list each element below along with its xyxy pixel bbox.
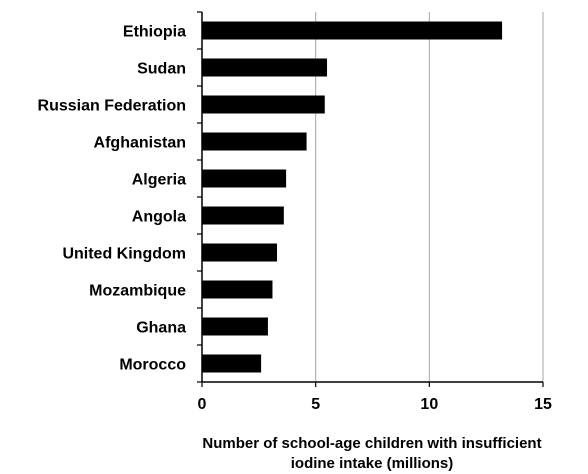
category-label-ethiopia: Ethiopia	[123, 24, 186, 41]
bar-russian-federation	[202, 95, 325, 114]
bar-mozambique	[202, 280, 273, 299]
axes	[197, 11, 544, 387]
category-labels: Ethiopia Sudan Russian Federation Afghanist…	[38, 24, 187, 374]
bar-angola	[202, 206, 284, 225]
category-label-morocco: Morocco	[119, 357, 186, 374]
bar-algeria	[202, 169, 287, 188]
x-axis-title-line-1: Number of school-age children with insuf…	[202, 435, 541, 452]
gridlines	[315, 12, 544, 382]
tick-labels: 0 5 10 15	[198, 396, 552, 413]
category-label-angola: Angola	[132, 209, 186, 226]
category-label-united-kingdom: United Kingdom	[62, 246, 186, 263]
x-tick-label-5: 5	[311, 396, 320, 413]
category-label-russian-federation: Russian Federation	[38, 98, 186, 115]
x-tick-label-0: 0	[198, 396, 207, 413]
bar-sudan	[202, 58, 328, 77]
category-label-afghanistan: Afghanistan	[94, 135, 186, 152]
bar-ghana	[202, 317, 268, 336]
category-label-algeria: Algeria	[132, 172, 186, 189]
bar-afghanistan	[202, 132, 307, 151]
x-axis-title-line-2: iodine intake (millions)	[291, 455, 454, 472]
bars	[202, 21, 503, 373]
category-label-sudan: Sudan	[137, 61, 186, 78]
category-label-mozambique: Mozambique	[89, 283, 186, 300]
bar-ethiopia	[202, 21, 503, 40]
x-tick-label-15: 15	[534, 396, 552, 413]
bar-morocco	[202, 354, 262, 373]
category-label-ghana: Ghana	[136, 320, 186, 337]
bar-united-kingdom	[202, 243, 278, 262]
x-tick-label-10: 10	[420, 396, 438, 413]
